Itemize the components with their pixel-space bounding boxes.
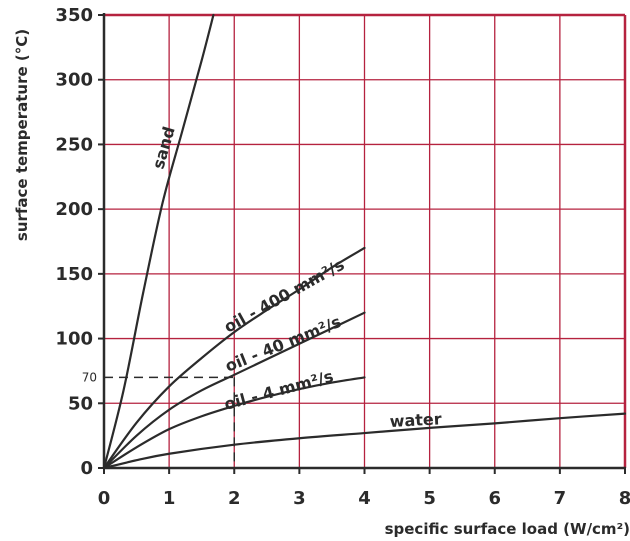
x-tick-label: 0 bbox=[98, 488, 111, 509]
series-line-sand bbox=[102, 13, 215, 470]
x-tick-label: 1 bbox=[163, 488, 176, 509]
x-tick-label: 4 bbox=[358, 488, 371, 509]
series-line-oil-400 bbox=[102, 246, 366, 470]
y-axis-title: surface temperature (°C) bbox=[13, 29, 31, 241]
x-tick-label: 8 bbox=[619, 488, 630, 509]
y-tick-label: 50 bbox=[68, 393, 93, 414]
x-tick-label: 5 bbox=[423, 488, 436, 509]
y-tick-label: 300 bbox=[55, 70, 93, 91]
y-tick-label: 100 bbox=[55, 329, 93, 350]
series-line-oil-4 bbox=[102, 376, 366, 470]
series-label-water: water bbox=[389, 409, 442, 431]
y-tick-label: 0 bbox=[80, 458, 93, 479]
annotation-label: 70 bbox=[82, 370, 97, 384]
x-tick-label: 2 bbox=[228, 488, 241, 509]
y-tick-label: 200 bbox=[55, 199, 93, 220]
series-line-water bbox=[102, 412, 627, 470]
y-tick-label: 150 bbox=[55, 264, 93, 285]
grid bbox=[98, 13, 627, 474]
series-lines bbox=[102, 13, 627, 470]
series-line-oil-40 bbox=[102, 311, 366, 470]
series-label-sand: sand bbox=[149, 124, 179, 171]
y-tick-label: 250 bbox=[55, 134, 93, 155]
annotation: 70 bbox=[82, 370, 235, 468]
x-tick-label: 7 bbox=[554, 488, 567, 509]
y-tick-label: 350 bbox=[55, 5, 93, 26]
x-axis-title: specific surface load (W/cm²) bbox=[385, 520, 630, 538]
tick-labels: 0 1 2 3 4 5 6 7 8 0 50 100 150 200 250 300 350 bbox=[55, 5, 630, 509]
x-tick-label: 3 bbox=[293, 488, 306, 509]
x-tick-label: 6 bbox=[488, 488, 501, 509]
